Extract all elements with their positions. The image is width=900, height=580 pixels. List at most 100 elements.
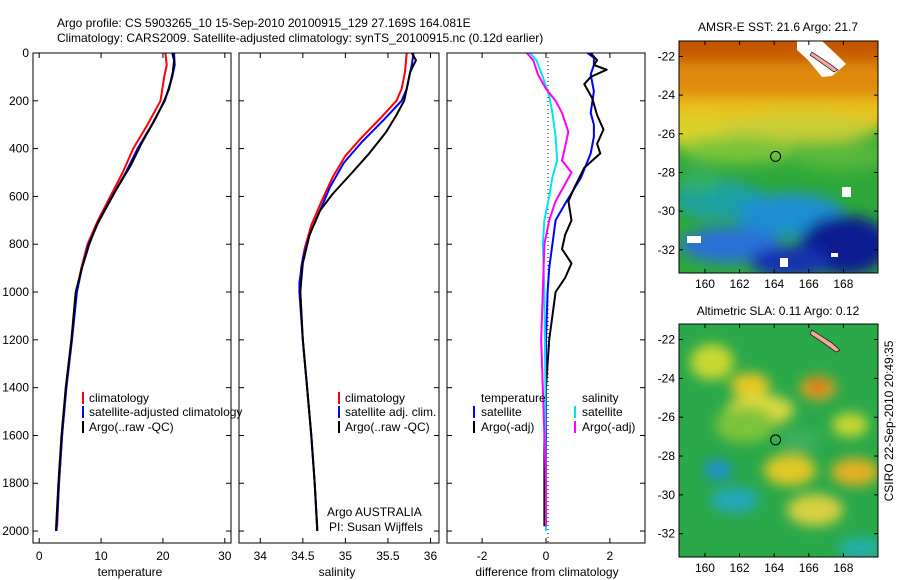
x-tick-label: 34.5: [291, 549, 315, 563]
x-tick-label: 160: [695, 561, 715, 575]
series-line-salinity-satellite: [529, 52, 559, 531]
temperature-legend: climatology satellite-adjusted climatolo…: [82, 391, 242, 434]
legend-label-argo: Argo(..raw -QC): [345, 420, 430, 434]
sla-field: [679, 324, 878, 557]
salinity-series: [298, 52, 417, 532]
sst-axes: 160 162 164 166 168 -22 -24 -26 -28 -30 -32: [658, 40, 879, 291]
legend-label-sal-satellite: satellite: [582, 405, 623, 419]
y-tick-label: 1000: [2, 285, 29, 299]
x-tick-label: 162: [730, 561, 750, 575]
y-tick-label: 1800: [2, 476, 29, 490]
salinity-panel: 34 34.5 35 35.5 36 climatology satellite adj…: [238, 52, 440, 579]
y-tick-label: -24: [658, 88, 676, 102]
y-tick-label: -30: [658, 488, 676, 502]
legend-label-temp-argo: Argo(-adj): [481, 420, 534, 434]
x-tick-label: 34: [254, 549, 268, 563]
legend-label-sal-argo: Argo(-adj): [582, 420, 635, 434]
difference-xlabel: difference from climatology: [475, 565, 618, 579]
x-tick-label: 0: [543, 549, 550, 563]
temperature-panel: 0 10 20 30 0 200 400 600 800 1000 1200 1400 1600 1800…: [2, 46, 242, 579]
series-line-salinity-argo-adj-: [526, 52, 573, 527]
sst-missing-data: [831, 253, 838, 257]
y-tick-label: -32: [658, 243, 676, 257]
y-tick-label: -26: [658, 410, 676, 424]
header-line-2: Climatology: CARS2009. Satellite-adjuste…: [57, 31, 543, 45]
pi-name-label: PI: Susan Wijffels: [329, 520, 423, 534]
sst-field: [679, 41, 878, 273]
map-frame: [678, 323, 879, 558]
argo-float-position-marker: [770, 434, 782, 446]
temperature-series: [54, 52, 176, 532]
y-tick-label: -28: [658, 165, 676, 179]
timestamp-label: CSIRO 22-Sep-2010 20:49:35: [882, 340, 896, 501]
y-tick-label: 800: [9, 237, 29, 251]
y-tick-label: -26: [658, 127, 676, 141]
series-line-satellite-adjusted-climatology: [55, 52, 176, 532]
temperature-xlabel: temperature: [98, 565, 163, 579]
legend-label-satellite: satellite-adjusted climatology: [89, 405, 242, 419]
x-tick-label: 164: [764, 277, 784, 291]
y-tick-label: -30: [658, 204, 676, 218]
x-tick-label: 168: [833, 561, 853, 575]
series-line-argo-raw-qc-: [299, 52, 417, 532]
y-tick-label: 200: [9, 94, 29, 108]
salinity-axes: 34 34.5 35 35.5 36: [238, 52, 440, 563]
sla-map-panel: Altimetric SLA: 0.11 Argo: 0.12: [658, 304, 879, 575]
y-tick-label: 400: [9, 142, 29, 156]
y-tick-label: 0: [22, 46, 29, 60]
header-line-1: Argo profile: CS 5903265_10 15-Sep-2010 …: [57, 16, 471, 30]
x-tick-label: 20: [156, 549, 170, 563]
legend-title-salinity: salinity: [582, 391, 619, 405]
series-line-satellite-adj-clim-: [298, 52, 415, 532]
x-tick-label: 164: [764, 561, 784, 575]
y-tick-label: 1600: [2, 428, 29, 442]
sla-map-title: Altimetric SLA: 0.11 Argo: 0.12: [697, 304, 860, 318]
legend-label-climatology: climatology: [345, 391, 405, 405]
new-caledonia-island: [809, 329, 841, 353]
map-frame: [678, 40, 879, 274]
x-tick-label: 2: [607, 549, 614, 563]
difference-legend: temperature satellite Argo(-adj) salinit…: [473, 391, 635, 434]
x-tick-label: 162: [730, 277, 750, 291]
plot-frame: [238, 52, 440, 544]
sla-axes: 160 162 164 166 168 -22 -24 -26 -28 -30 -32: [658, 323, 879, 575]
plot-frame: [32, 52, 232, 544]
new-caledonia-island: [809, 51, 839, 73]
series-line-temperature-argo-adj-: [543, 52, 608, 527]
legend-label-temp-satellite: satellite: [481, 405, 522, 419]
x-tick-label: 36: [424, 549, 438, 563]
y-tick-label: -22: [658, 333, 676, 347]
x-tick-label: 30: [218, 549, 232, 563]
x-tick-label: 10: [94, 549, 108, 563]
legend-label-satellite: satellite adj. clim.: [345, 405, 436, 419]
x-tick-label: 168: [833, 277, 853, 291]
x-tick-label: 35.5: [376, 549, 400, 563]
y-tick-label: 1200: [2, 333, 29, 347]
sst-missing-data: [780, 258, 788, 267]
x-tick-label: 0: [36, 549, 43, 563]
difference-axes: -2 0 2: [446, 52, 646, 563]
argo-float-position-marker: [770, 150, 782, 162]
series-line-climatology: [56, 52, 168, 527]
y-tick-label: -24: [658, 371, 676, 385]
y-tick-label: 600: [9, 189, 29, 203]
y-tick-label: 1400: [2, 381, 29, 395]
salinity-legend: climatology satellite adj. clim. Argo(..…: [338, 391, 436, 434]
difference-series: [526, 52, 608, 531]
y-tick-label: -28: [658, 449, 676, 463]
legend-label-climatology: climatology: [89, 391, 149, 405]
sst-missing-data: [687, 236, 701, 243]
salinity-xlabel: salinity: [319, 565, 356, 579]
x-tick-label: 35: [339, 549, 353, 563]
temperature-axes: 0 10 20 30 0 200 400 600 800 1000 1200 1400 1600 1800…: [2, 46, 232, 563]
x-tick-label: 166: [799, 561, 819, 575]
sst-missing-data: [842, 187, 851, 197]
x-tick-label: -2: [477, 549, 488, 563]
legend-title-temperature: temperature: [481, 391, 546, 405]
y-tick-label: -32: [658, 527, 676, 541]
x-tick-label: 160: [695, 277, 715, 291]
x-tick-label: 166: [799, 277, 819, 291]
series-line-argo-raw-qc-: [54, 52, 176, 532]
sst-map-panel: AMSR-E SST: 21.6 Argo: 21.7: [658, 20, 879, 291]
